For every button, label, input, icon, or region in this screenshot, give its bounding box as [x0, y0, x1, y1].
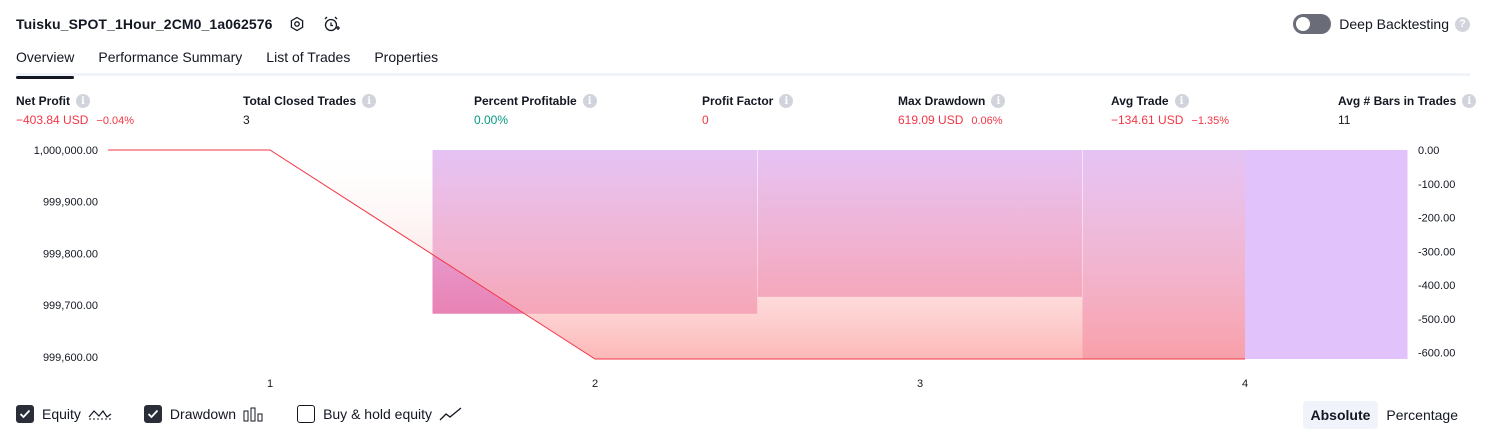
info-icon[interactable]: i — [362, 94, 377, 108]
stat-percent: −0.04% — [96, 115, 135, 127]
stat-value: 619.09 USD — [898, 113, 964, 127]
tab-list-of-trades[interactable]: List of Trades — [266, 49, 351, 65]
stat-value: 11 — [1338, 113, 1351, 127]
stat-label: Max Drawdown — [898, 94, 986, 108]
equity-area — [270, 150, 1245, 359]
deep-backtesting-toggle[interactable] — [1293, 14, 1332, 34]
left-tick-label: 1,000,000.00 — [34, 145, 98, 157]
right-axis: 0.00 -100.00 -200.00 -300.00 -400.00 -500.00 -… — [1418, 145, 1455, 360]
equity-line — [108, 149, 1245, 360]
stat-value: 3 — [243, 113, 250, 127]
deep-backtesting: Deep Backtesting ? — [1293, 12, 1470, 36]
info-icon[interactable]: i — [1174, 94, 1189, 108]
settings-icon[interactable] — [287, 14, 307, 34]
stat-label: Profit Factor — [702, 94, 774, 108]
left-tick-label: 999,700.00 — [43, 300, 98, 312]
tab-properties[interactable]: Properties — [374, 49, 439, 65]
legend-equity-label: Equity — [42, 406, 81, 422]
x-tick-label: 4 — [1242, 378, 1248, 390]
x-axis: 1 2 3 4 — [267, 378, 1248, 390]
stat-total-closed-trades: Total Closed Trades i 3 — [243, 93, 377, 129]
legend-drawdown[interactable]: Drawdown — [143, 405, 265, 423]
stat-value: 0 — [702, 113, 709, 127]
stat-avg-bars: Avg # Bars in Trades i 11 — [1338, 93, 1477, 129]
legend-buy-hold-label: Buy & hold equity — [323, 406, 433, 422]
tab-performance-summary[interactable]: Performance Summary — [98, 49, 243, 65]
right-tick-label: -100.00 — [1418, 179, 1455, 191]
x-tick-label: 2 — [592, 378, 598, 390]
right-tick-label: 0.00 — [1418, 145, 1439, 157]
drawdown-checkbox[interactable] — [143, 405, 162, 423]
left-tick-label: 999,900.00 — [43, 197, 98, 209]
drawdown-bars-icon — [243, 406, 265, 422]
tab-bar: Overview Performance Summary List of Tra… — [16, 44, 1470, 79]
stat-label: Percent Profitable — [474, 94, 577, 108]
buy-hold-line-icon — [439, 406, 463, 422]
left-tick-label: 999,800.00 — [43, 248, 98, 260]
left-axis: 1,000,000.00 999,900.00 999,800.00 999,700.… — [34, 145, 98, 364]
info-icon[interactable]: i — [582, 94, 597, 108]
value-mode-switch: Absolute Percentage — [1302, 401, 1467, 429]
right-tick-label: -300.00 — [1418, 246, 1455, 258]
drawdown-bar — [1245, 150, 1408, 359]
percentage-button[interactable]: Percentage — [1386, 407, 1458, 423]
buy-hold-checkbox[interactable] — [297, 405, 316, 423]
add-alert-icon[interactable] — [321, 14, 341, 34]
equity-checkbox[interactable] — [16, 405, 34, 423]
info-icon[interactable]: i — [1462, 94, 1477, 108]
right-tick-label: -400.00 — [1418, 280, 1455, 292]
legend-buy-hold[interactable]: Buy & hold equity — [297, 405, 463, 423]
info-icon[interactable]: i — [991, 94, 1006, 108]
stat-percent: 0.06% — [971, 115, 1003, 127]
stat-value: −403.84 USD — [16, 113, 89, 127]
left-tick-label: 999,600.00 — [43, 352, 98, 364]
stats-row: Net Profit i −403.84 USD −0.04% Total Clos… — [0, 93, 1486, 133]
absolute-button[interactable]: Absolute — [1302, 401, 1379, 429]
x-tick-label: 1 — [267, 378, 273, 390]
chart-legend: Equity Drawdown Buy & hold equity — [16, 402, 495, 426]
question-icon[interactable]: ? — [1455, 16, 1470, 32]
legend-drawdown-label: Drawdown — [169, 406, 237, 422]
equity-drawdown-chart: 1,000,000.00 999,900.00 999,800.00 999,700.… — [34, 145, 1456, 390]
equity-series — [107, 149, 1246, 360]
stat-max-drawdown: Max Drawdown i 619.09 USD 0.06% — [898, 93, 1006, 129]
right-tick-label: -200.00 — [1418, 213, 1455, 225]
strategy-name: Tuisku_SPOT_1Hour_2CM0_1a062576 — [16, 16, 273, 32]
x-tick-label: 3 — [917, 378, 923, 390]
info-icon[interactable]: i — [779, 94, 794, 108]
stat-label: Total Closed Trades — [243, 94, 357, 108]
tab-overview[interactable]: Overview — [16, 44, 75, 79]
stat-label: Avg Trade — [1111, 94, 1169, 108]
legend-equity[interactable]: Equity — [16, 405, 112, 423]
stat-value: −134.61 USD — [1111, 113, 1184, 127]
right-tick-label: -600.00 — [1418, 348, 1455, 360]
stat-profit-factor: Profit Factor i 0 — [702, 93, 794, 129]
stat-percent: −1.35% — [1191, 115, 1230, 127]
stat-percent-profitable: Percent Profitable i 0.00% — [474, 93, 597, 129]
deep-backtesting-label: Deep Backtesting — [1339, 16, 1449, 32]
stat-label: Avg # Bars in Trades — [1338, 94, 1457, 108]
stat-value: 0.00% — [474, 113, 509, 127]
toggle-knob — [1296, 17, 1311, 31]
stat-label: Net Profit — [16, 94, 70, 108]
info-icon[interactable]: i — [76, 94, 90, 108]
header: Tuisku_SPOT_1Hour_2CM0_1a062576 — [16, 12, 341, 36]
stat-net-profit: Net Profit i −403.84 USD −0.04% — [16, 93, 134, 129]
right-tick-label: -500.00 — [1418, 314, 1455, 326]
equity-line-icon — [88, 406, 112, 422]
stat-avg-trade: Avg Trade i −134.61 USD −1.35% — [1111, 93, 1229, 129]
